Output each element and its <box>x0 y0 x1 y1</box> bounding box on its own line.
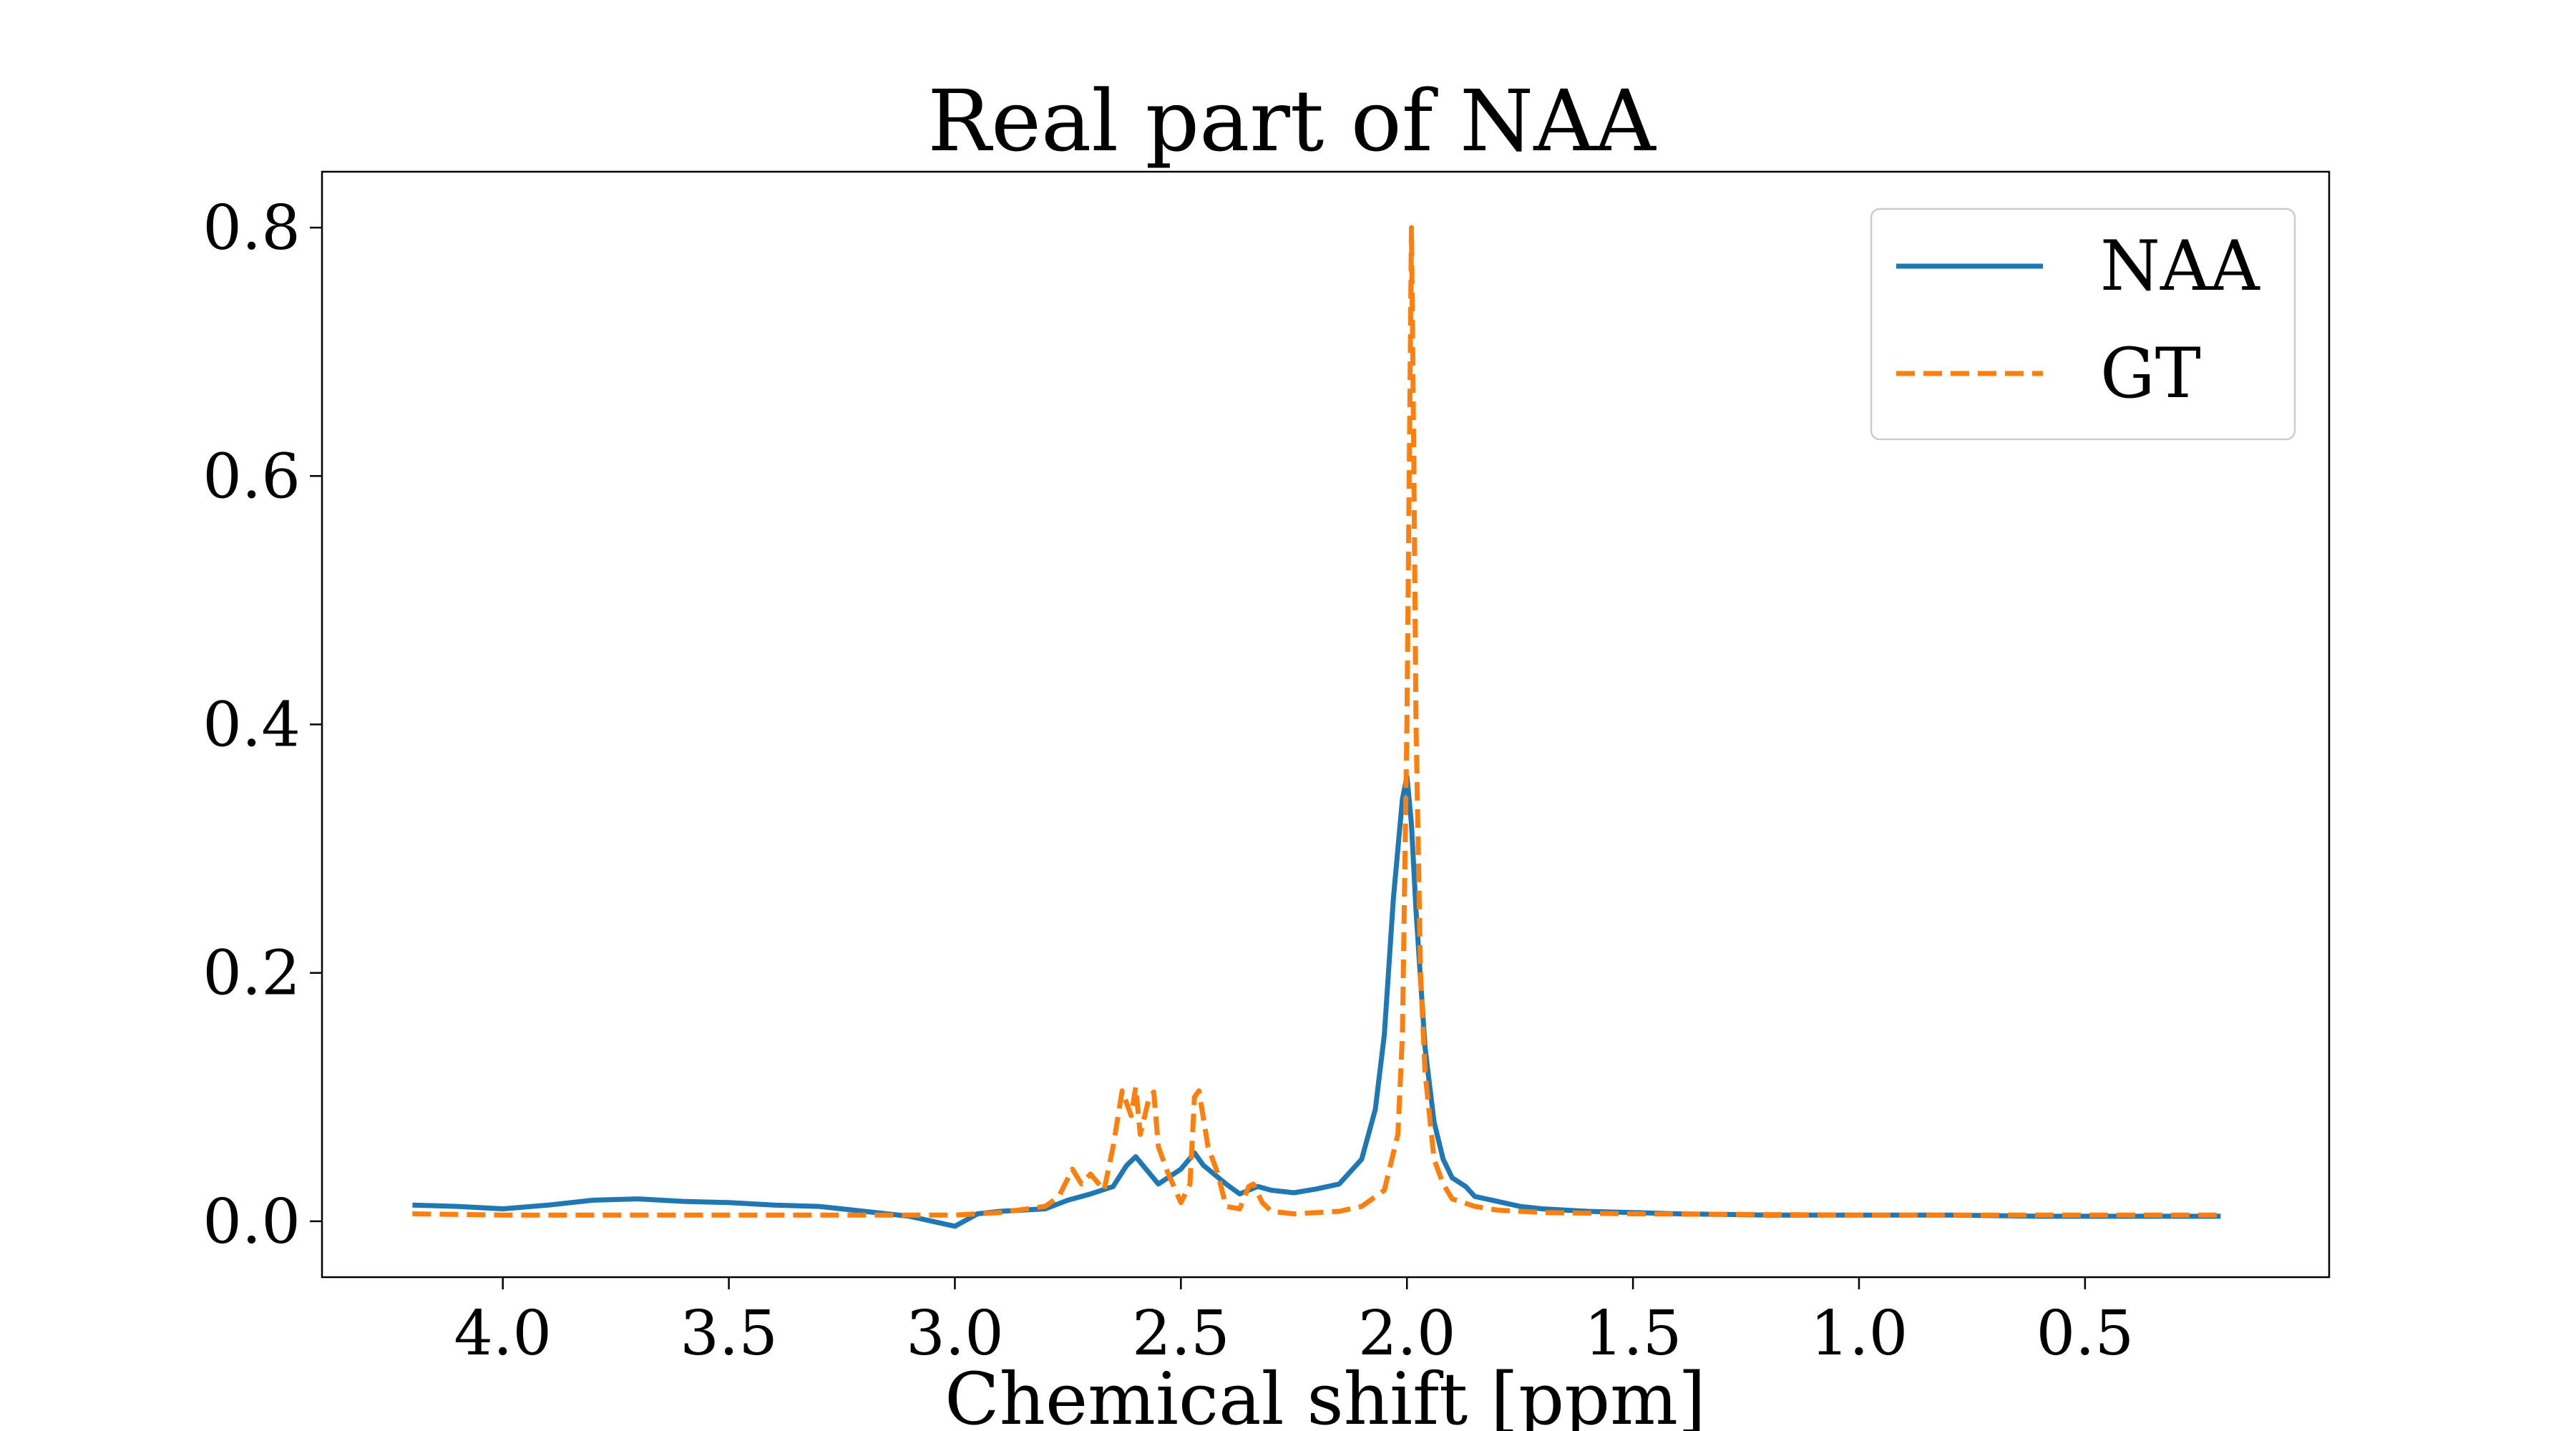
series-line-naa <box>412 773 2221 1229</box>
x-axis-title: Chemical shift [ppm] <box>945 1357 1706 1431</box>
y-tick-label: 0.2 <box>203 938 301 1010</box>
series-line-gt <box>412 225 2221 1218</box>
x-tick-label: 2.0 <box>1358 1298 1456 1369</box>
x-tick-label: 3.0 <box>906 1298 1004 1369</box>
y-tick-label: 0.4 <box>203 690 301 761</box>
y-tick-label: 0.6 <box>203 441 301 512</box>
y-axis: 0.0 0.2 0.4 0.6 0.8 <box>203 192 322 1258</box>
legend-label-naa: NAA <box>2100 226 2260 306</box>
series-layer <box>412 225 2221 1229</box>
x-tick-label: 3.5 <box>680 1298 778 1369</box>
y-tick-label: 0.0 <box>203 1186 301 1258</box>
legend-label-gt: GT <box>2100 333 2201 414</box>
x-tick-label: 0.5 <box>2036 1298 2134 1369</box>
chart-title: Real part of NAA <box>927 72 1657 170</box>
x-axis: 4.0 3.5 3.0 2.5 2.0 1.5 1.0 0.5 <box>454 1277 2134 1369</box>
x-tick-label: 2.5 <box>1132 1298 1230 1369</box>
x-tick-label: 4.0 <box>454 1298 552 1369</box>
y-tick-label: 0.8 <box>203 192 301 264</box>
x-tick-label: 1.5 <box>1584 1298 1682 1369</box>
x-tick-label: 1.0 <box>1810 1298 1908 1369</box>
legend: NAA GT <box>1870 207 2296 441</box>
